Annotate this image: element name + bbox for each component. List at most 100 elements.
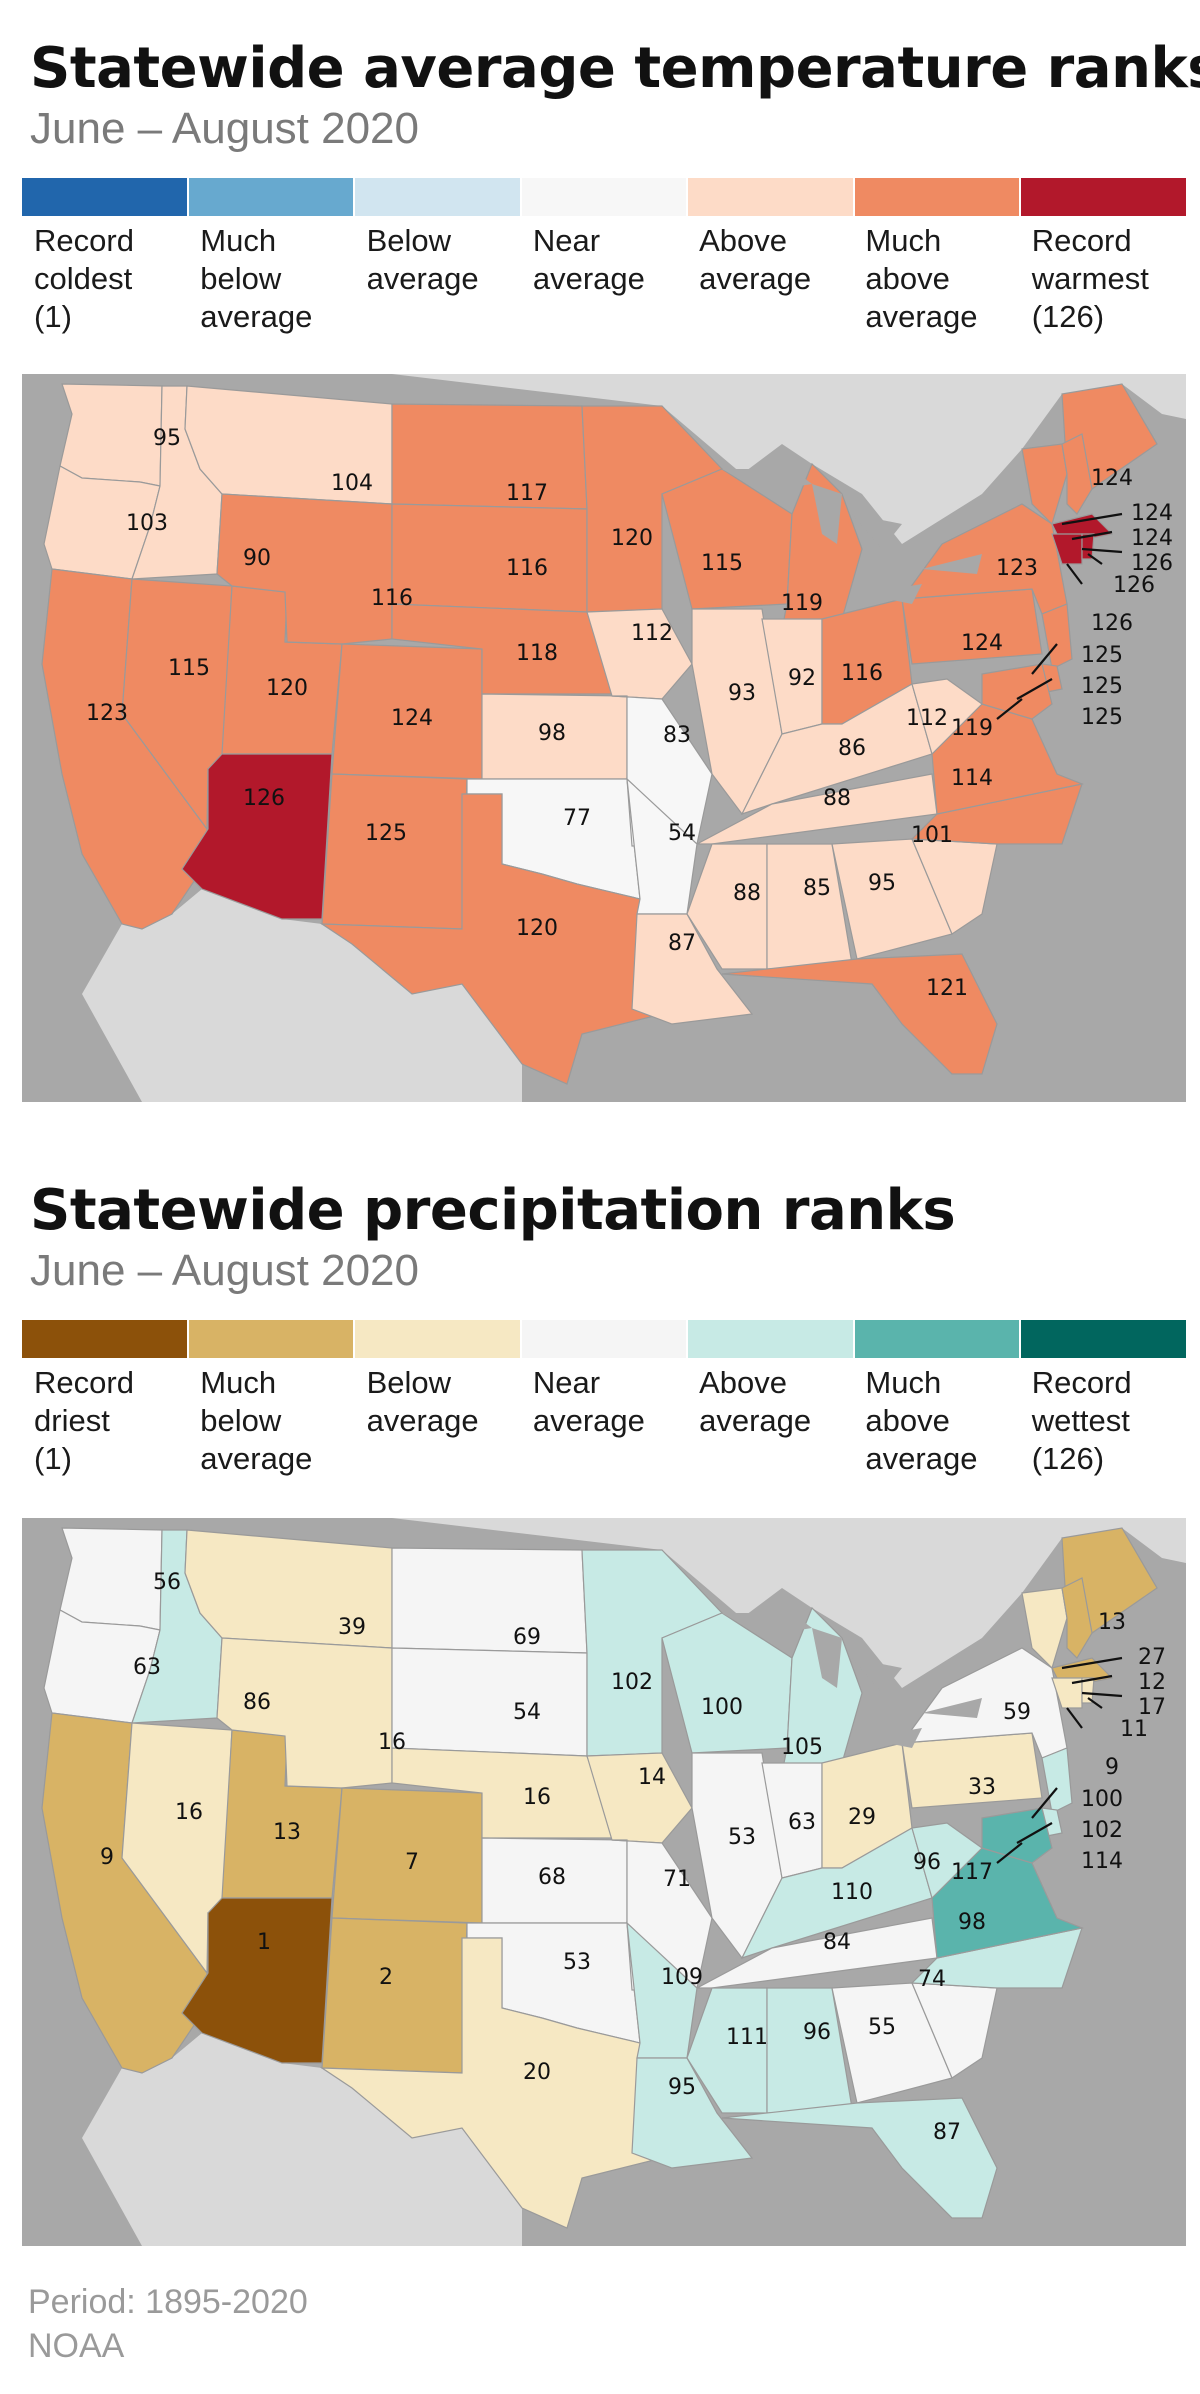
state-az — [181, 753, 333, 920]
callout-line-md — [996, 1842, 1023, 1864]
rank-label-wv: 96 — [913, 1850, 941, 1875]
rank-label-ny: 123 — [996, 556, 1038, 581]
state-fl — [721, 953, 998, 1075]
legend-label: Record wettest (126) — [1031, 1365, 1132, 1476]
state-ri — [1081, 1677, 1095, 1704]
callout-line-ct — [1066, 563, 1083, 585]
rank-label-sd: 54 — [513, 1700, 541, 1725]
state-mi — [781, 462, 863, 630]
legend-swatch — [1021, 178, 1187, 216]
state-tx — [319, 793, 663, 1085]
precipitation-title: Statewide precipitation ranks — [30, 1178, 956, 1243]
rank-label-ut: 120 — [266, 676, 308, 701]
callout-line-vt — [1061, 1656, 1123, 1670]
legend-label: Much above average — [865, 223, 978, 334]
state-nh — [1061, 1577, 1093, 1659]
great-lake — [722, 1613, 812, 1636]
legend-swatch — [355, 1320, 522, 1358]
callout-line-nh — [1071, 1674, 1113, 1685]
state-mn — [581, 405, 724, 613]
rank-label-wy: 16 — [378, 1730, 406, 1755]
rank-label-wa: 56 — [153, 1570, 181, 1595]
temperature-legend-labels: Record coldest (1) Much below average Belo… — [22, 222, 1186, 336]
rank-label-mt: 104 — [331, 471, 373, 496]
rank-label-az: 126 — [243, 786, 285, 811]
legend-label: Record warmest (126) — [1031, 223, 1149, 334]
state-nd — [391, 1547, 588, 1654]
state-ct — [1051, 533, 1083, 565]
legend-swatch — [854, 1320, 1022, 1358]
rank-label-md: 114 — [1081, 1849, 1123, 1874]
rank-label-me: 13 — [1098, 1610, 1126, 1635]
rank-label-sd: 116 — [506, 556, 548, 581]
rank-label-wi: 100 — [701, 1695, 743, 1720]
legend-label: Below average — [366, 223, 479, 296]
state-mi — [781, 1606, 863, 1774]
state-sd — [391, 1647, 588, 1757]
rank-label-ar: 109 — [661, 1965, 703, 1990]
rank-label-al: 96 — [803, 2020, 831, 2045]
rank-label-va: 119 — [951, 716, 993, 741]
legend-swatch — [188, 1320, 356, 1358]
rank-label-ut: 13 — [273, 1820, 301, 1845]
callout-line-ma — [1081, 547, 1123, 554]
rank-label-mn: 120 — [611, 526, 653, 551]
rank-label-az: 1 — [257, 1930, 271, 1955]
state-ct — [1051, 1677, 1083, 1709]
callout-line-ri — [1087, 553, 1103, 565]
rank-label-vt: 27 — [1138, 1645, 1166, 1670]
state-ky — [740, 1827, 933, 1960]
rank-label-de: 102 — [1081, 1818, 1123, 1843]
rank-label-pa: 124 — [961, 631, 1003, 656]
state-tn — [696, 1917, 938, 1989]
rank-label-in: 63 — [788, 1810, 816, 1835]
rank-label-il: 53 — [728, 1825, 756, 1850]
rank-label-nc: 114 — [951, 766, 993, 791]
precipitation-map-svg: 56 63 86 39 9 16 13 1 16 7 2 69 54 16 68 53 20 102 14 71 109… — [22, 1518, 1186, 2246]
rank-label-sc: 74 — [918, 1967, 946, 1992]
legend-label: Record driest (1) — [34, 1365, 134, 1476]
rank-label-mo: 83 — [663, 723, 691, 748]
legend-label: Much below average — [200, 1365, 313, 1476]
callout-line-vt — [1061, 512, 1123, 526]
rank-label-mo: 71 — [663, 1867, 691, 1892]
rank-label-ct: 126 — [1091, 611, 1133, 636]
temperature-subtitle: June – August 2020 — [30, 104, 419, 153]
rank-label-co: 124 — [391, 706, 433, 731]
legend-label: Near average — [532, 223, 645, 296]
rank-label-wa: 95 — [153, 426, 181, 451]
rank-label-ri: 11 — [1120, 1717, 1148, 1742]
legend-label: Much above average — [865, 1365, 978, 1476]
rank-label-oh: 29 — [848, 1805, 876, 1830]
callout-line-nj — [1031, 1787, 1058, 1819]
legend-label: Near average — [532, 1365, 645, 1438]
rank-label-al: 85 — [803, 876, 831, 901]
legend-swatch — [521, 1320, 689, 1358]
rank-label-ks: 68 — [538, 1865, 566, 1890]
rank-label-ma: 126 — [1131, 551, 1173, 576]
rank-label-id: 90 — [243, 546, 271, 571]
rank-label-fl: 121 — [926, 976, 968, 1001]
legend-swatch — [1021, 1320, 1187, 1358]
rank-label-mi: 105 — [781, 1735, 823, 1760]
rank-label-oh: 116 — [841, 661, 883, 686]
state-nh — [1061, 433, 1093, 515]
rank-label-nh: 124 — [1131, 526, 1173, 551]
rank-label-nj: 125 — [1081, 643, 1123, 668]
rank-label-nd: 69 — [513, 1625, 541, 1650]
legend-swatch — [22, 1320, 189, 1358]
legend-swatch — [688, 1320, 855, 1358]
mexico-landmass — [82, 889, 522, 1102]
great-lake — [862, 1728, 922, 1748]
legend-label: Record coldest (1) — [34, 223, 134, 334]
rank-label-nc: 98 — [958, 1910, 986, 1935]
rank-label-ks: 98 — [538, 721, 566, 746]
legend-swatch — [355, 178, 522, 216]
rank-label-ky: 110 — [831, 1880, 873, 1905]
state-vt — [1021, 1587, 1068, 1670]
legend-label: Above average — [699, 1365, 812, 1438]
rank-label-ms: 88 — [733, 881, 761, 906]
great-lake — [852, 1658, 902, 1693]
rank-label-nv: 115 — [168, 656, 210, 681]
rank-label-in: 92 — [788, 666, 816, 691]
